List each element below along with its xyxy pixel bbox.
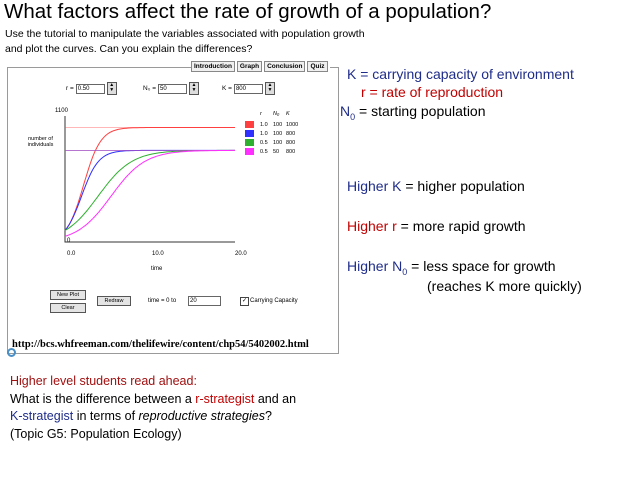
legend-row: 0.5 50 800 xyxy=(245,147,299,156)
legend-k: 1000 xyxy=(286,121,299,128)
legend-swatch xyxy=(245,148,254,155)
effect-k-rest: = higher population xyxy=(401,178,525,194)
tab-quiz[interactable]: Quiz xyxy=(307,61,328,72)
definition-n0-rest: = starting population xyxy=(355,103,486,119)
legend-n0: 100 xyxy=(273,139,283,146)
y-min-label: 0 xyxy=(67,238,71,244)
effect-r: Higher r = more rapid growth xyxy=(347,218,526,234)
definition-n0-sub: 0 xyxy=(350,111,356,122)
new-plot-button[interactable]: New Plot xyxy=(50,290,86,300)
browser-icon xyxy=(7,348,16,357)
definition-n0: N0 = starting population xyxy=(340,103,486,122)
legend-swatch xyxy=(245,130,254,137)
y-axis-label: number of individuals xyxy=(27,136,54,148)
r-input[interactable]: 0.50 xyxy=(75,83,105,94)
read-ahead-line2-b: and an xyxy=(254,392,297,406)
legend-n0: 50 xyxy=(273,148,280,155)
legend-k: 800 xyxy=(286,148,296,155)
effect-k-highlight: Higher K xyxy=(347,178,402,194)
reproductive-strategies-term: reproductive strategies xyxy=(138,409,265,423)
r-label: r = xyxy=(66,85,74,92)
population-applet: Introduction Graph Conclusion Quiz r = 0… xyxy=(7,61,339,354)
effect-n0-line2: (reaches K more quickly) xyxy=(427,278,582,294)
n0-input[interactable]: 50 xyxy=(158,83,187,94)
read-ahead-line3-c: ? xyxy=(264,409,272,423)
applet-tabs: Introduction Graph Conclusion Quiz xyxy=(191,61,330,72)
n0-label: N₀ = xyxy=(143,85,156,92)
n0-control: N₀ = 50 ▲ ▼ xyxy=(143,82,199,95)
definition-n0-prefix: N xyxy=(340,103,351,119)
intro-text: Use the tutorial to manipulate the varia… xyxy=(5,28,365,55)
legend-swatch xyxy=(245,121,254,128)
legend-header: r N₀ K xyxy=(245,111,299,120)
legend-k: 800 xyxy=(286,139,296,146)
legend-header-k: K xyxy=(286,111,290,117)
k-input[interactable]: 800 xyxy=(233,83,263,94)
read-ahead-line3-b: in terms of xyxy=(73,409,139,423)
effect-r-highlight: Higher r xyxy=(347,218,397,234)
legend-n0: 100 xyxy=(273,130,283,137)
legend-n0: 100 xyxy=(273,121,283,128)
effect-k: Higher K = higher population xyxy=(347,178,525,194)
x-tick-10: 10.0 xyxy=(152,251,164,257)
x-tick-20: 20.0 xyxy=(235,251,247,257)
read-ahead-heading: Higher level students read ahead: xyxy=(10,374,197,388)
read-ahead-line2: What is the difference between a r-strat… xyxy=(10,392,296,406)
legend-row: 1.0 100 800 xyxy=(245,129,299,138)
definition-k-text: K = carrying capacity of environment xyxy=(347,66,574,82)
legend-header-n0: N₀ xyxy=(273,111,280,117)
carrying-capacity-label: Carrying Capacity xyxy=(250,298,298,304)
legend-row: 0.5 100 800 xyxy=(245,138,299,147)
k-label: K = xyxy=(222,85,232,92)
plot-legend: r N₀ K 1.0 100 1000 1.0 100 800 0.5 100 … xyxy=(245,111,299,156)
legend-k: 800 xyxy=(286,130,296,137)
legend-r: 1.0 xyxy=(260,121,268,128)
legend-header-r: r xyxy=(260,111,262,117)
x-axis-label: time xyxy=(151,266,163,272)
growth-curve-0 xyxy=(64,127,235,231)
growth-curve-3 xyxy=(64,149,235,237)
n0-stepper[interactable]: ▲ ▼ xyxy=(189,82,199,95)
k-stepper[interactable]: ▲ ▼ xyxy=(264,82,275,95)
legend-r: 0.5 xyxy=(260,148,268,155)
tab-introduction[interactable]: Introduction xyxy=(191,61,235,72)
definition-r: r = rate of reproduction xyxy=(361,84,503,100)
effect-n0-sub: 0 xyxy=(402,266,408,277)
legend-row: 1.0 100 1000 xyxy=(245,120,299,129)
r-strategist-term: r-strategist xyxy=(195,392,255,406)
read-ahead-line2-a: What is the difference between a xyxy=(10,392,196,406)
page-title: What factors affect the rate of growth o… xyxy=(4,0,492,23)
effect-n0: Higher N0 = less space for growth xyxy=(347,258,556,277)
carrying-capacity-checkbox[interactable]: ✓ xyxy=(240,297,249,306)
tab-graph[interactable]: Graph xyxy=(236,61,263,72)
effect-n0-highlight: Higher N xyxy=(347,258,403,274)
definition-r-text: r = rate of reproduction xyxy=(361,84,504,100)
r-stepper[interactable]: ▲ ▼ xyxy=(106,82,117,95)
legend-swatch xyxy=(245,139,254,146)
source-url[interactable]: http://bcs.whfreeman.com/thelifewire/con… xyxy=(12,339,309,350)
k-control: K = 800 ▲ ▼ xyxy=(222,82,275,95)
x-tick-0: 0.0 xyxy=(67,251,76,257)
read-ahead-line3: K-strategist in terms of reproductive st… xyxy=(10,409,272,423)
k-strategist-term: K-strategist xyxy=(10,409,74,423)
effect-n0-rest: = less space for growth xyxy=(407,258,556,274)
time-range-label: time = 0 to xyxy=(148,298,177,304)
read-ahead-topic: (Topic G5: Population Ecology) xyxy=(10,427,182,441)
time-range-input[interactable]: 20 xyxy=(188,296,221,306)
growth-plot xyxy=(64,116,235,243)
plot-axes xyxy=(64,116,235,243)
legend-r: 1.0 xyxy=(260,130,268,137)
clear-button[interactable]: Clear xyxy=(50,303,86,313)
tab-conclusion[interactable]: Conclusion xyxy=(264,61,306,72)
y-max-label: 1100 xyxy=(55,108,68,114)
definition-k: K = carrying capacity of environment xyxy=(347,66,574,82)
r-control: r = 0.50 ▲ ▼ xyxy=(66,82,117,95)
redraw-button[interactable]: Redraw xyxy=(97,296,131,306)
legend-r: 0.5 xyxy=(260,139,268,146)
effect-r-rest: = more rapid growth xyxy=(396,218,526,234)
